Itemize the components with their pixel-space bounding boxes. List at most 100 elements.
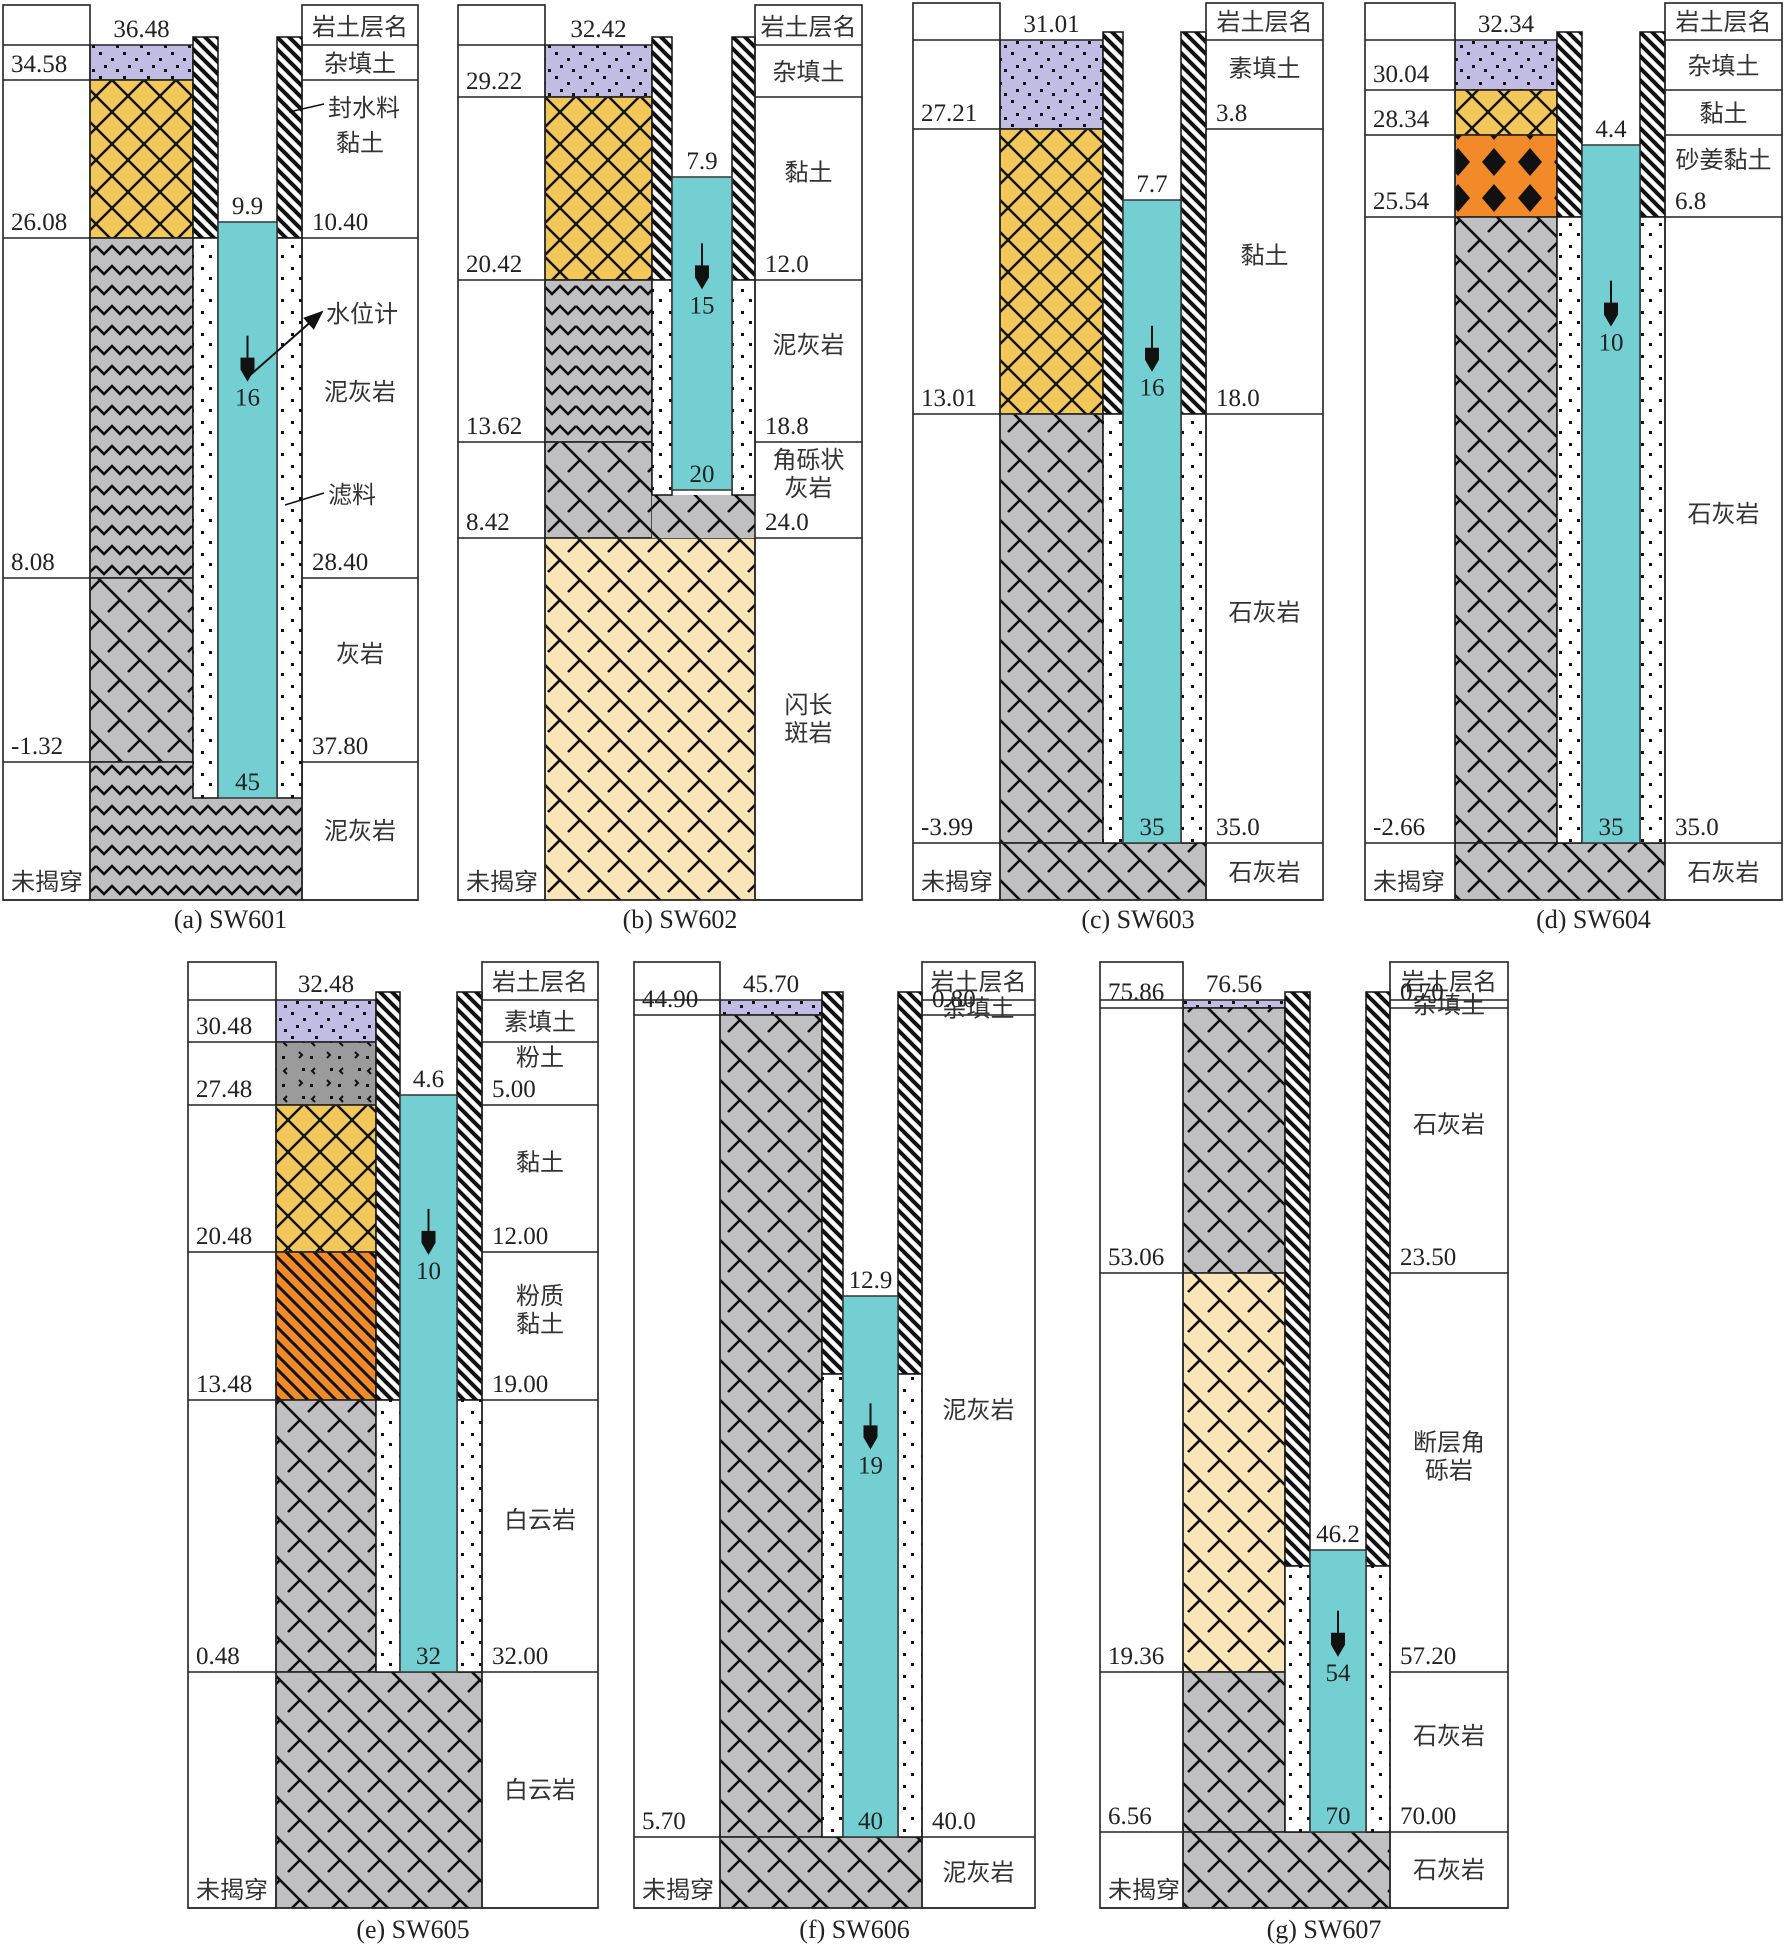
filter-material-right [276,237,303,799]
filter-leader-line [284,492,325,506]
elevation-column [633,961,721,1909]
layer-name: 泥灰岩 [773,331,845,359]
well-sw604: 岩土层名 32.34 4.4 30.04 杂填土 28.34 黏土 25.54 砂姜黏土 6.8 -… [1364,2,1783,934]
layer-bottom-elevation: 13.62 [466,413,522,440]
water-level-depth: 7.7 [1136,171,1167,198]
layer-name: 泥灰岩 [324,378,396,406]
layer-name: 石灰岩 [1229,599,1301,627]
unpenetrated-label: 未揭穿 [921,868,993,896]
observation-pipe-water [842,1295,899,1838]
layer-name-header: 岩土层名 [1401,968,1497,996]
layer-bottom-elevation: 75.86 [1108,979,1164,1006]
layer-name: 石灰岩 [1688,500,1760,528]
layer-name: 泥灰岩 [943,1396,1015,1424]
layer-bottom-depth: 19.00 [492,1371,548,1398]
layer-name: 断层角砾岩 [1413,1429,1485,1485]
water-level-depth: 46.2 [1316,1521,1360,1548]
seal-material-right [1639,31,1666,218]
stratum-limestone [719,1014,823,1838]
layer-bottom-depth: 10.40 [312,209,368,236]
layer-bottom-elevation: 5.70 [642,1808,686,1835]
layer-name: 黏土 [516,1149,564,1177]
layer-bottom-elevation: 25.54 [1373,188,1430,215]
layer-bottom-elevation: 13.01 [921,385,977,412]
stratum-fill_soil [1182,999,1286,1009]
layer-bottom-depth: 12.0 [765,251,809,278]
elevation-column [912,2,1001,901]
top-elevation: 36.48 [113,16,169,43]
layer-name: 杂填土 [773,58,845,86]
water-level-gauge-icon [1604,302,1618,327]
stratum-diorite [544,537,756,901]
gauge-depth: 15 [690,292,715,319]
water-level-depth: 9.9 [232,193,263,220]
top-elevation: 32.42 [570,16,626,43]
layer-bottom-elevation: 28.34 [1373,106,1430,133]
layer-name: 石灰岩 [1413,1111,1485,1139]
layer-bottom-depth: 35.0 [1216,814,1260,841]
layer-name: 粉土 [516,1044,564,1072]
layer-name-column [921,961,1036,1909]
elevation-column [1364,2,1456,901]
observation-pipe-water [1122,199,1182,844]
well-caption: (d) SW604 [1536,905,1651,934]
layer-name: 石灰岩 [1413,1722,1485,1750]
layer-name: 闪长斑岩 [785,691,833,747]
well-sw605: 岩土层名 32.48 4.6 30.48 素填土 27.48 粉土 5.00 20.48 黏土 12… [187,961,599,1944]
layer-name-column [481,961,599,1909]
unpenetrated-label: 未揭穿 [11,868,83,896]
well-sw602: 岩土层名 32.42 7.9 29.22 杂填土 20.42 黏土 12.0 13.62 泥灰岩 1… [457,4,863,934]
stratum-ginger [1454,134,1558,218]
elevation-column [457,4,546,901]
layer-name-column [1664,2,1783,901]
layer-name-header: 岩土层名 [312,13,408,41]
layer-name: 素填土 [504,1008,576,1036]
seal-material-left [821,991,844,1375]
well-caption: (a) SW601 [174,905,287,934]
pipe-bottom-depth: 20 [690,461,715,488]
unpenetrated-label: 未揭穿 [1373,868,1445,896]
seal-material-left [375,991,401,1401]
well-caption: (c) SW603 [1081,905,1194,934]
gauge-leader-arrow [248,310,324,377]
layer-name: 杂填土 [943,995,1015,1023]
layer-name: 黏土 [1700,100,1748,128]
filter-material-label: 滤料 [328,481,376,509]
layer-name: 石灰岩 [1229,859,1301,887]
observation-pipe-water [1309,1549,1367,1833]
layer-name: 粉质黏土 [516,1282,564,1338]
water-level-depth: 12.9 [849,1267,893,1294]
layer-name: 素填土 [1229,55,1301,83]
well-caption: (b) SW602 [623,905,738,934]
layer-bottom-elevation: -3.99 [921,814,973,841]
gauge-depth: 16 [235,385,260,412]
observation-pipe-water [399,1094,458,1673]
water-level-depth: 4.6 [413,1066,444,1093]
layer-bottom-depth: 28.40 [312,549,368,576]
layer-bottom-elevation: 20.48 [196,1223,252,1250]
layer-bottom-elevation: 34.58 [11,51,67,78]
layer-name: 石灰岩 [1688,859,1760,887]
well-caption: (f) SW606 [799,1915,909,1944]
layer-bottom-depth: 18.0 [1216,385,1260,412]
layer-bottom-depth: 35.0 [1675,814,1719,841]
filter-material-left [1556,216,1583,844]
stratum-silt [275,1041,377,1106]
layer-bottom-elevation: 27.48 [196,1076,252,1103]
layer-bottom-elevation: 20.42 [466,251,522,278]
pipe-bottom-depth: 32 [416,1643,441,1670]
stratum-fill_soil [544,44,653,98]
stratum-limestone [544,441,653,539]
observation-pipe-water [217,221,278,799]
layer-bottom-depth: 70.00 [1400,1803,1456,1830]
stratum-limestone [999,842,1207,901]
stratum-limestone [275,1671,483,1909]
filter-material-left [821,1373,844,1838]
pipe-bottom-depth: 35 [1599,814,1624,841]
layer-bottom-depth: 0.80 [932,986,976,1013]
stratum-silty [275,1251,377,1401]
observation-pipe-water [1581,144,1641,844]
stratum-limestone [719,1836,923,1909]
layer-name: 角砾状灰岩 [773,446,845,502]
